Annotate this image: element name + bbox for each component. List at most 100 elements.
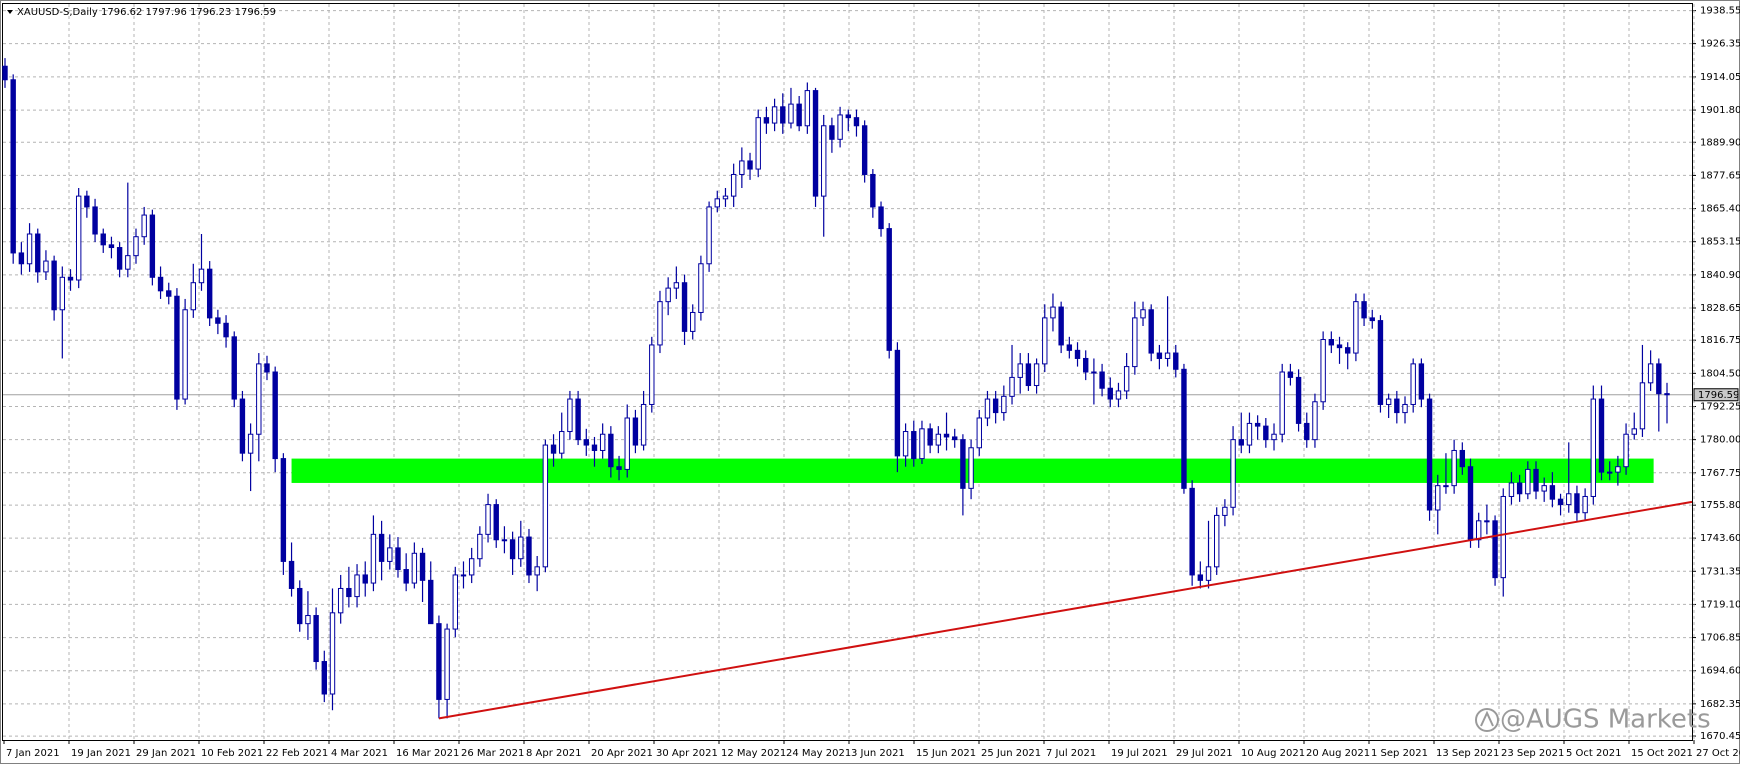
candle-body	[1074, 349, 1081, 359]
candle-body	[428, 579, 434, 625]
chart-layer: 1938.55 1926.35 1914.05 1901.80 1889.90 1877.…	[2, 4, 1740, 759]
candle-body	[387, 547, 393, 562]
x-tick-label: 29 Jan 2021	[136, 748, 196, 759]
candle-body	[755, 117, 761, 170]
y-tick-label: 1682.35	[1700, 699, 1740, 710]
candle-body	[51, 260, 57, 311]
candle-body	[599, 433, 606, 451]
candle-body	[722, 195, 729, 200]
candle-body	[1033, 363, 1040, 387]
candle-body	[223, 322, 229, 338]
candle-body	[1353, 301, 1359, 354]
candle-body	[657, 301, 663, 346]
candle-body	[280, 458, 287, 562]
candle-body	[141, 214, 147, 238]
candle-body	[1148, 309, 1154, 354]
x-tick-label: 7 Jan 2021	[6, 748, 60, 759]
candle-body	[1516, 482, 1523, 495]
candle-body	[1222, 506, 1228, 516]
candle-body	[43, 260, 49, 273]
x-tick-label: 13 Sep 2021	[1436, 748, 1499, 759]
candle-body	[1271, 433, 1277, 441]
candle-body	[1541, 485, 1547, 492]
candle-body	[460, 574, 467, 577]
candle-body	[157, 276, 164, 292]
y-tick-label: 1889.90	[1700, 137, 1740, 148]
candle-body	[1173, 352, 1179, 370]
candle-body	[1140, 309, 1146, 319]
candle-body	[1115, 390, 1122, 400]
candle-body	[1336, 344, 1343, 349]
candle-body	[1361, 301, 1367, 319]
candle-body	[1418, 363, 1425, 400]
candle-body	[665, 287, 671, 303]
x-tick-label: 26 Mar 2021	[461, 748, 524, 759]
candle-body	[1508, 482, 1515, 497]
candle-body	[26, 233, 33, 265]
y-tick-label: 1926.35	[1700, 39, 1740, 50]
candle-body	[509, 539, 516, 560]
candle-body	[632, 417, 639, 446]
y-tick-label: 1853.15	[1700, 237, 1740, 248]
candle-body	[116, 247, 123, 270]
y-tick-label: 1938.55	[1700, 6, 1740, 17]
candle-body	[501, 539, 508, 542]
candle-body	[346, 587, 352, 598]
candle-body	[1443, 485, 1449, 488]
candle-body	[1099, 371, 1105, 389]
candle-body	[149, 214, 156, 278]
y-tick-label: 1743.60	[1700, 533, 1740, 544]
candle-body	[174, 295, 180, 400]
candle-body	[714, 198, 720, 208]
candle-body	[1475, 520, 1482, 541]
candle-body	[1279, 371, 1285, 435]
candle-body	[1435, 485, 1441, 511]
candle-body	[1410, 363, 1416, 405]
candle-body	[1639, 382, 1646, 430]
candle-body	[1230, 439, 1236, 508]
candle-body	[35, 233, 41, 273]
y-tick-label: 1914.05	[1700, 72, 1740, 83]
candle-body	[870, 173, 876, 208]
candle-body	[886, 228, 892, 351]
candle-body	[518, 536, 524, 560]
candle-body	[10, 79, 16, 254]
candle-body	[837, 114, 843, 140]
candle-body	[1467, 466, 1474, 541]
candle-body	[370, 533, 377, 584]
candle-body	[84, 195, 90, 208]
candle-body	[829, 125, 835, 140]
candle-body	[452, 574, 458, 630]
watermark-logo	[1475, 708, 1499, 732]
candle-body	[198, 268, 205, 284]
candle-body	[878, 206, 884, 230]
candle-body	[100, 233, 106, 246]
x-tick-label: 24 May 2021	[786, 748, 851, 759]
x-tick-label: 3 Jun 2021	[851, 748, 905, 759]
candle-body	[1533, 468, 1539, 492]
candle-body	[984, 398, 991, 419]
x-tick-label: 4 Mar 2021	[331, 748, 388, 759]
candle-body	[575, 398, 581, 441]
candle-body	[190, 282, 197, 311]
candle-body	[1050, 306, 1056, 319]
candle-body	[1426, 398, 1433, 511]
x-tick-label: 5 Oct 2021	[1566, 748, 1621, 759]
y-tick-label: 1877.65	[1700, 170, 1740, 181]
candle-body	[1238, 439, 1244, 446]
candle-body	[354, 574, 360, 598]
candle-body	[583, 439, 589, 446]
candle-body	[1344, 347, 1351, 354]
candle-body	[493, 504, 499, 541]
candle-body	[640, 403, 647, 446]
candle-body	[1377, 320, 1384, 405]
candle-body	[477, 533, 483, 560]
candle-body	[681, 282, 688, 332]
x-tick-label: 25 Jun 2021	[981, 748, 1041, 759]
candle-body	[297, 587, 303, 625]
candle-body	[1631, 428, 1637, 435]
candle-body	[698, 263, 704, 313]
candle-body	[436, 623, 442, 700]
candle-body	[1001, 395, 1007, 414]
